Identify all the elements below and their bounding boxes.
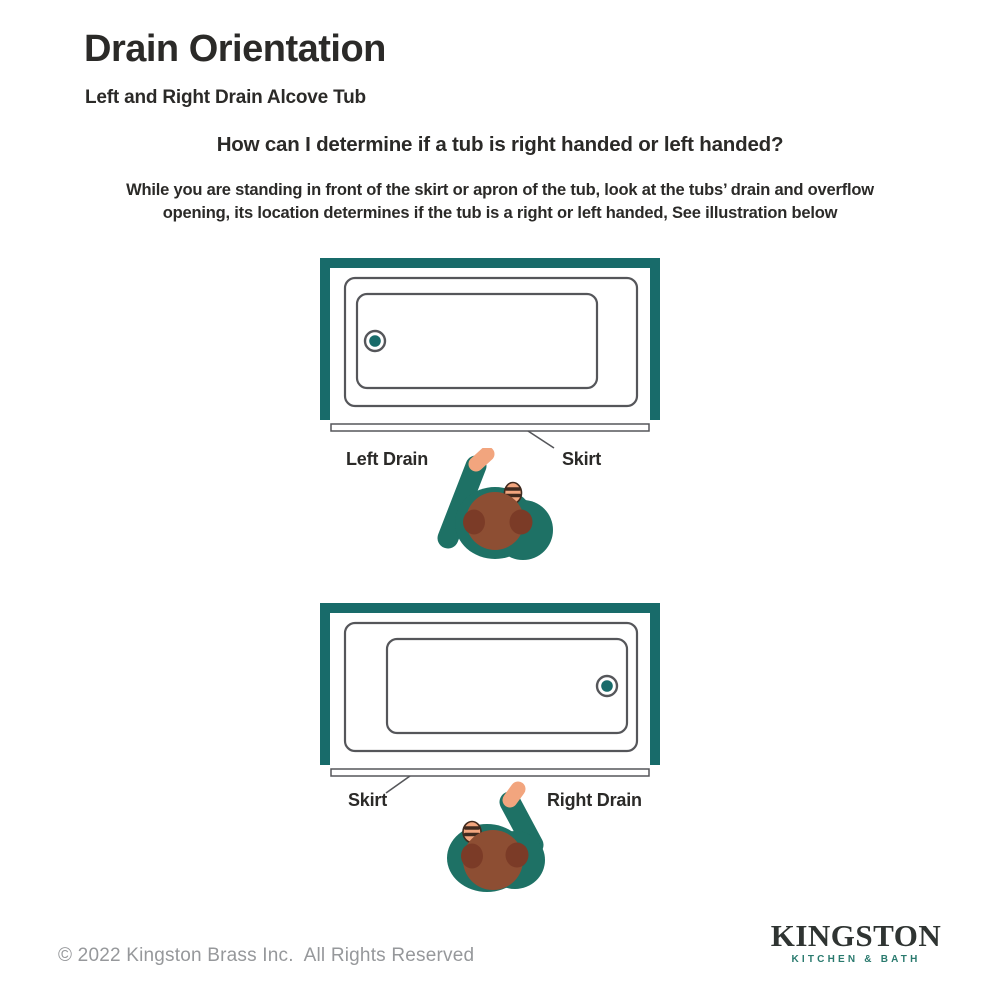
copyright-text: © 2022 Kingston Brass Inc. All Rights Re… [58, 945, 475, 966]
drain-hole-right [601, 680, 613, 692]
description-line-2: opening, its location determines if the … [162, 204, 838, 222]
skirt-apron [330, 768, 650, 777]
page-title: Drain Orientation [84, 28, 386, 70]
skirt-pointer-line [385, 775, 411, 794]
head [463, 830, 523, 890]
tub-basin [355, 292, 599, 390]
drain-hole-left [369, 335, 381, 347]
question-heading: How can I determine if a tub is right ha… [216, 133, 784, 156]
description-line-1: While you are standing in front of the s… [126, 181, 874, 199]
raised-hand [502, 781, 526, 808]
hair-bun-left [461, 843, 483, 869]
kingston-logo: KINGSTON KITCHEN & BATH [766, 918, 946, 966]
right-drain-label: Right Drain [547, 790, 642, 810]
raised-hand [468, 448, 495, 472]
hair-bun-right [505, 842, 529, 868]
page-subtitle: Left and Right Drain Alcove Tub [85, 87, 366, 108]
raised-arm [437, 455, 487, 549]
right-drain-tub-diagram [320, 603, 660, 798]
hair-bun-right [509, 509, 533, 535]
logo-wordmark: KINGSTON [770, 918, 942, 953]
person-illustration-top [428, 448, 568, 570]
skirt-label-bottom: Skirt [348, 790, 388, 810]
logo-tagline: KITCHEN & BATH [791, 954, 921, 965]
description-text: While you are standing in front of the s… [0, 179, 1000, 225]
tub-basin [385, 637, 629, 735]
tub-top-view-right-drain [320, 603, 660, 794]
left-drain-label: Left Drain [346, 449, 429, 469]
skirt-pointer-line [527, 430, 555, 449]
tub-top-view-left-drain [320, 258, 660, 449]
skirt-apron [330, 423, 650, 432]
hair-bun-left [463, 509, 485, 535]
person-top-view [437, 448, 553, 560]
head [466, 492, 524, 550]
left-drain-tub-diagram [320, 258, 660, 453]
person-top-view [447, 781, 545, 892]
skirt-label-top: Skirt [562, 449, 602, 469]
person-illustration-bottom [425, 780, 565, 902]
